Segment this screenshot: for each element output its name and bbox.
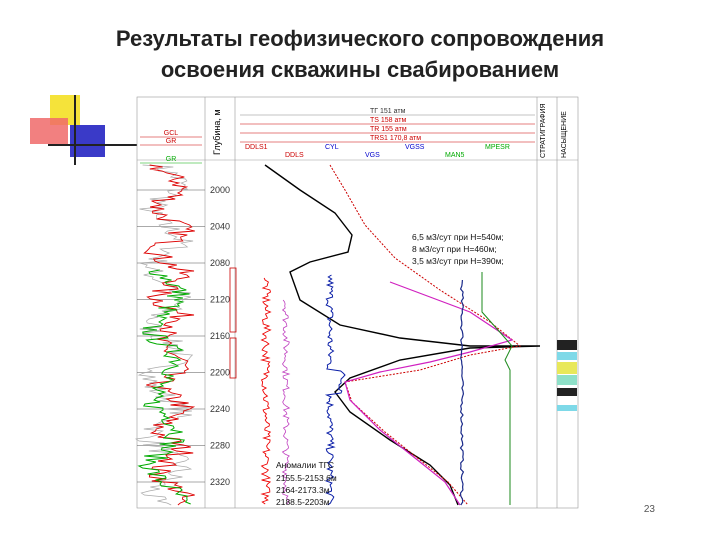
depth-tick-label: 2000 [210,185,230,195]
column-header: НАСЫЩЕНИЕ [561,111,568,158]
title-line: Результаты геофизического сопровождения [116,26,604,51]
curve-label: VGSS [405,144,425,151]
log-curve [143,164,196,506]
curve-label: GR [166,138,177,145]
title-line: освоения скважины свабированием [161,57,559,82]
log-frame [136,96,579,509]
log-curve [329,164,522,506]
log-curve [459,279,465,506]
depth-tick-label: 2280 [210,441,230,451]
depth-tick-label: 2200 [210,368,230,378]
curve-label: MAN5 [445,152,465,159]
depth-label: Глубина, м [212,109,222,155]
lithology [557,340,577,411]
inflow-note: 8 м3/сут при Н=460м; [412,244,497,254]
curve-label: GR [166,156,177,163]
log-curve [481,272,513,505]
curve-label: ТГ 151 атм [370,108,406,115]
curve-label: GCL [164,130,179,137]
curve-label: CYL [325,144,339,151]
page-number: 23 [644,504,656,515]
curve-label: VGS [365,152,380,159]
anomaly-interval: 2188.5-2203м [276,497,330,507]
anomaly-interval: 2164-2173.3м [276,485,330,495]
curve-label: TS 158 атм [370,117,406,124]
curve-label: MPESR [485,144,510,151]
anomaly-title: Аномалии ТГС [276,460,334,470]
interval-bracket [229,267,237,333]
log-curve [324,274,346,506]
anomaly-interval: 2155.5-2153.6м [276,473,337,483]
curve-label: TRS1 170,8 атм [370,135,421,142]
log-curve [137,269,191,505]
log-curve [259,277,272,505]
depth-tick-label: 2160 [210,331,230,341]
depth-tick-label: 2320 [210,477,230,487]
depth-tick-label: 2080 [210,258,230,268]
well-log: Глубина, м СТРАТИГРАФИЯ НАСЫЩЕНИЕ [136,96,579,509]
curve-label: DDLS [285,152,304,159]
depth-tick-label: 2240 [210,404,230,414]
log-curve [344,281,514,506]
curve-label: DDLS1 [245,144,268,151]
deco-square [30,118,68,144]
interval-bracket [229,337,237,379]
log-curve [281,299,291,505]
inflow-note: 3,5 м3/сут при Н=390м; [412,256,504,266]
depth-tick-label: 2120 [210,295,230,305]
curve-label: TR 155 атм [370,126,407,133]
depth-tick-label: 2040 [210,222,230,232]
inflow-note: 6,5 м3/сут при Н=540м; [412,232,504,242]
log-curve [264,164,541,506]
column-header: СТРАТИГРАФИЯ [540,103,547,158]
